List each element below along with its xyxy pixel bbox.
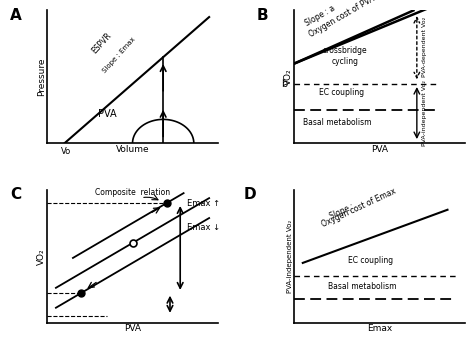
Y-axis label: Pressure: Pressure bbox=[37, 58, 46, 96]
Text: cycling: cycling bbox=[332, 57, 359, 66]
Text: b: b bbox=[281, 78, 287, 88]
Y-axis label: VO₂: VO₂ bbox=[284, 69, 293, 85]
Text: C: C bbox=[10, 187, 21, 202]
Text: Oxygen cost of Emax: Oxygen cost of Emax bbox=[320, 187, 398, 229]
Text: Vo: Vo bbox=[61, 147, 71, 156]
Text: Basal metabolism: Basal metabolism bbox=[302, 118, 371, 127]
Text: Slope :: Slope : bbox=[328, 202, 356, 221]
Text: D: D bbox=[243, 187, 256, 202]
Text: Basal metabolism: Basal metabolism bbox=[328, 282, 397, 291]
Text: PVA-independent Vo₂: PVA-independent Vo₂ bbox=[422, 81, 427, 146]
Text: Slope : Emax: Slope : Emax bbox=[101, 36, 137, 74]
Text: PVA: PVA bbox=[98, 109, 116, 119]
Text: EC coupling: EC coupling bbox=[319, 88, 365, 98]
Text: Composite  relation: Composite relation bbox=[95, 188, 170, 197]
Y-axis label: VO₂: VO₂ bbox=[37, 248, 46, 264]
Text: Slope : a: Slope : a bbox=[303, 4, 337, 28]
X-axis label: Volume: Volume bbox=[116, 145, 149, 154]
Text: ESPVR: ESPVR bbox=[90, 31, 113, 55]
Text: Emax ↓: Emax ↓ bbox=[187, 222, 220, 231]
X-axis label: PVA: PVA bbox=[371, 145, 388, 154]
Text: crossbridge: crossbridge bbox=[323, 46, 368, 55]
X-axis label: PVA: PVA bbox=[124, 324, 141, 333]
Text: EC coupling: EC coupling bbox=[348, 256, 393, 265]
X-axis label: Emax: Emax bbox=[367, 324, 392, 333]
Text: PVA-dependent Vo₂: PVA-dependent Vo₂ bbox=[422, 17, 427, 77]
Y-axis label: PVA-independent Vo₂: PVA-independent Vo₂ bbox=[287, 220, 293, 293]
Text: Oxygen cost of PVA: Oxygen cost of PVA bbox=[308, 0, 376, 39]
Text: Emax ↑: Emax ↑ bbox=[187, 198, 220, 208]
Text: A: A bbox=[10, 8, 22, 23]
Text: B: B bbox=[257, 8, 268, 23]
